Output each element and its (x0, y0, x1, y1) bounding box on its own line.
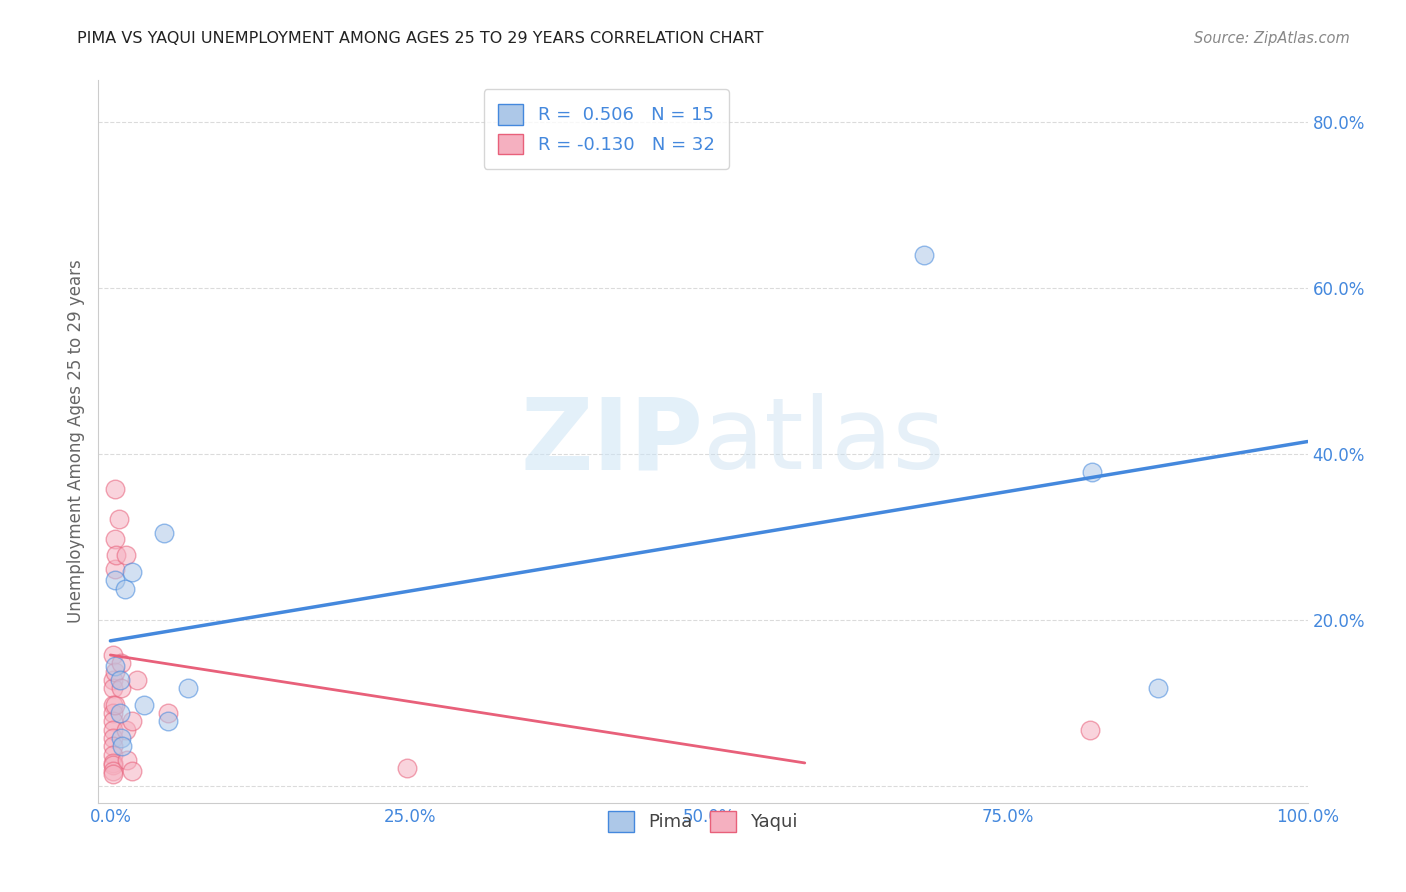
Point (101, 648, 124, 662)
Point (101, 681, 124, 696)
Point (101, 706, 124, 720)
Point (105, 549, 128, 563)
Point (121, 565, 143, 579)
Point (101, 673, 124, 687)
Point (101, 758, 124, 772)
Point (115, 723, 138, 737)
Point (110, 681, 132, 696)
Point (101, 739, 124, 754)
Point (101, 698, 124, 712)
Point (914, 248, 936, 262)
Text: ZIP: ZIP (520, 393, 703, 490)
Text: atlas: atlas (703, 393, 945, 490)
Point (177, 681, 200, 696)
Y-axis label: Unemployment Among Ages 25 to 29 years: Unemployment Among Ages 25 to 29 years (66, 260, 84, 624)
Text: PIMA VS YAQUI UNEMPLOYMENT AMONG AGES 25 TO 29 YEARS CORRELATION CHART: PIMA VS YAQUI UNEMPLOYMENT AMONG AGES 25… (77, 31, 763, 46)
Point (1147, 681, 1170, 696)
Point (1081, 465, 1104, 479)
Point (101, 766, 124, 780)
Point (110, 657, 132, 671)
Point (114, 582, 136, 596)
Point (101, 756, 124, 770)
Point (101, 723, 124, 737)
Point (108, 706, 131, 720)
Point (125, 673, 148, 687)
Point (396, 761, 419, 775)
Point (121, 714, 143, 729)
Point (156, 714, 179, 729)
Point (1078, 723, 1101, 737)
Point (121, 764, 143, 779)
Point (101, 714, 124, 729)
Point (115, 549, 138, 563)
Point (104, 561, 127, 575)
Point (107, 512, 129, 526)
Point (104, 482, 127, 496)
Legend: Pima, Yaqui: Pima, Yaqui (596, 798, 810, 845)
Point (111, 739, 134, 754)
Point (153, 525, 176, 540)
Point (156, 706, 179, 720)
Point (104, 573, 127, 587)
Point (132, 698, 155, 712)
Point (104, 532, 127, 546)
Point (115, 753, 138, 767)
Point (104, 698, 127, 712)
Point (104, 658, 127, 673)
Text: Source: ZipAtlas.com: Source: ZipAtlas.com (1194, 31, 1350, 46)
Point (104, 665, 127, 679)
Point (108, 673, 131, 687)
Point (101, 747, 124, 762)
Point (101, 764, 124, 779)
Point (110, 731, 132, 745)
Point (101, 731, 124, 745)
